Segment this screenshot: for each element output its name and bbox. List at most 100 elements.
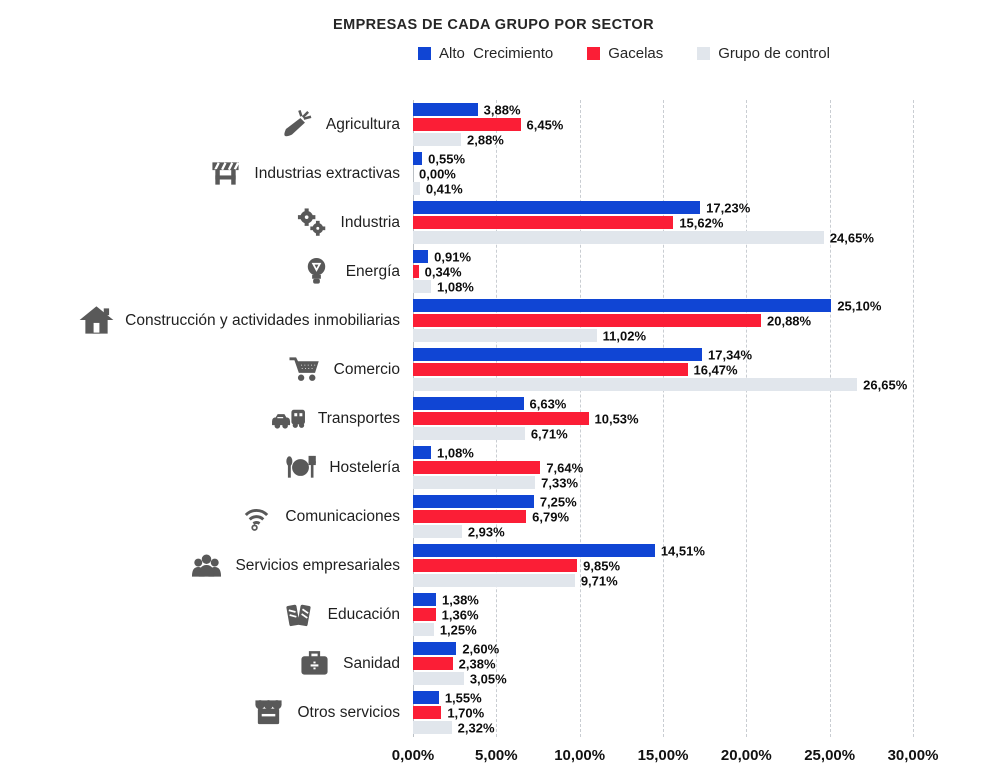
bar-track: 0,55%: [413, 151, 987, 166]
bars-group: 1,55% 1,70% 2,32%: [413, 690, 987, 735]
bar-value-label: 3,05%: [469, 671, 507, 686]
category-label: Energía: [345, 262, 400, 280]
chart-row: Hostelería 1,08% 7,64% 7,33%: [0, 443, 987, 492]
chart-row: Agricultura 3,88% 6,45% 2,88%: [0, 100, 987, 149]
bar-track: 7,25%: [413, 494, 987, 509]
bar-alto-crecimiento: [413, 348, 702, 361]
bar-gacelas: [413, 363, 688, 376]
bars-group: 17,34% 16,47% 26,65%: [413, 347, 987, 392]
bar-alto-crecimiento: [413, 152, 423, 165]
chart-row: Educación 1,38% 1,36% 1,25%: [0, 590, 987, 639]
bar-gacelas: [413, 216, 674, 229]
bar-track: 1,38%: [413, 592, 987, 607]
legend-swatch-icon: [418, 47, 431, 60]
bar-track: 14,51%: [413, 543, 987, 558]
category-label: Agricultura: [325, 115, 400, 133]
bar-alto-crecimiento: [413, 250, 429, 263]
vehicles-icon: [270, 402, 308, 436]
bar-track: 3,88%: [413, 102, 987, 117]
legend-item-3: Grupo de control: [697, 45, 830, 62]
bar-gacelas: [413, 461, 541, 474]
bar-value-label: 7,25%: [539, 494, 577, 509]
chart-row: Construcción y actividades inmobiliarias…: [0, 296, 987, 345]
chart-row: Industria 17,23% 15,62% 24,65%: [0, 198, 987, 247]
bar-track: 2,32%: [413, 720, 987, 735]
chart-row: Comercio 17,34% 16,47% 26,65%: [0, 345, 987, 394]
bar-track: 17,23%: [413, 200, 987, 215]
bar-alto-crecimiento: [413, 201, 701, 214]
bar-value-label: 9,71%: [580, 573, 618, 588]
bar-value-label: 1,38%: [442, 592, 479, 607]
bar-value-label: 16,47%: [693, 362, 738, 377]
bar-value-label: 6,79%: [532, 509, 570, 524]
bar-track: 1,25%: [413, 622, 987, 637]
bar-gacelas: [413, 706, 442, 719]
gridline: [913, 100, 914, 737]
bar-gacelas: [413, 608, 436, 621]
bar-alto-crecimiento: [413, 397, 524, 410]
bar-gacelas: [413, 412, 589, 425]
wifi-icon: [237, 500, 275, 534]
bar-track: 11,02%: [413, 328, 987, 343]
bar-alto-crecimiento: [413, 495, 534, 508]
x-axis-tick: 25,00%: [804, 747, 856, 764]
bar-value-label: 2,93%: [467, 524, 505, 539]
category-cell: Transportes: [0, 402, 413, 436]
legend-label: Alto Crecimiento: [439, 45, 554, 62]
category-cell: Industria: [0, 206, 413, 240]
restaurant-icon: [281, 451, 319, 485]
chart-row: Industrias extractivas 0,55% 0,00% 0,41%: [0, 149, 987, 198]
bar-value-label: 1,25%: [439, 622, 477, 637]
bar-track: 17,34%: [413, 347, 987, 362]
bar-value-label: 9,85%: [583, 558, 621, 573]
bar-track: 0,91%: [413, 249, 987, 264]
bar-track: 3,05%: [413, 671, 987, 686]
bar-value-label: 26,65%: [863, 377, 908, 392]
category-label: Comunicaciones: [285, 507, 400, 525]
bar-grupo-control: [413, 280, 431, 293]
category-cell: Construcción y actividades inmobiliarias: [0, 304, 413, 338]
gears-icon: [293, 206, 331, 240]
x-axis-tick: 5,00%: [475, 747, 518, 764]
bar-track: 1,70%: [413, 705, 987, 720]
category-label: Sanidad: [343, 654, 400, 672]
category-cell: Otros servicios: [0, 696, 413, 730]
bar-gacelas: [413, 265, 419, 278]
bar-track: 6,79%: [413, 509, 987, 524]
category-label: Comercio: [333, 360, 400, 378]
bar-grupo-control: [413, 525, 462, 538]
bar-grupo-control: [413, 378, 858, 391]
bar-grupo-control: [413, 231, 824, 244]
bars-group: 1,38% 1,36% 1,25%: [413, 592, 987, 637]
bar-track: 16,47%: [413, 362, 987, 377]
bar-track: 24,65%: [413, 230, 987, 245]
x-axis-tick: 10,00%: [554, 747, 606, 764]
bar-grupo-control: [413, 623, 434, 636]
category-cell: Industrias extractivas: [0, 157, 413, 191]
gridline: [746, 100, 748, 737]
chart-row: Servicios empresariales 14,51% 9,85% 9,71%: [0, 541, 987, 590]
bar-value-label: 6,71%: [530, 426, 568, 441]
category-cell: Agricultura: [0, 108, 413, 142]
category-cell: Educación: [0, 598, 413, 632]
bar-track: 2,93%: [413, 524, 987, 539]
plot-area: Agricultura 3,88% 6,45% 2,88% Industrias ext…: [0, 100, 987, 737]
chart-rows: Agricultura 3,88% 6,45% 2,88% Industrias ext…: [0, 100, 987, 737]
bar-value-label: 17,23%: [706, 200, 751, 215]
x-axis-tick: 0,00%: [391, 747, 435, 764]
bar-value-label: 1,08%: [437, 445, 474, 460]
bar-alto-crecimiento: [413, 642, 457, 655]
bars-group: 25,10% 20,88% 11,02%: [413, 298, 987, 343]
bar-track: 0,34%: [413, 264, 987, 279]
legend-swatch-icon: [697, 47, 711, 60]
bar-grupo-control: [413, 182, 420, 195]
bar-gacelas: [413, 118, 521, 131]
category-label: Industria: [340, 213, 400, 231]
chart-row: Sanidad 2,60% 2,38% 3,05%: [0, 639, 987, 688]
medkit-icon: [295, 647, 333, 681]
category-cell: Hostelería: [0, 451, 413, 485]
bar-value-label: 14,51%: [660, 543, 705, 558]
bar-value-label: 0,41%: [425, 181, 463, 196]
chart-row: Otros servicios 1,55% 1,70% 2,32%: [0, 688, 987, 737]
category-label: Industrias extractivas: [254, 164, 400, 182]
